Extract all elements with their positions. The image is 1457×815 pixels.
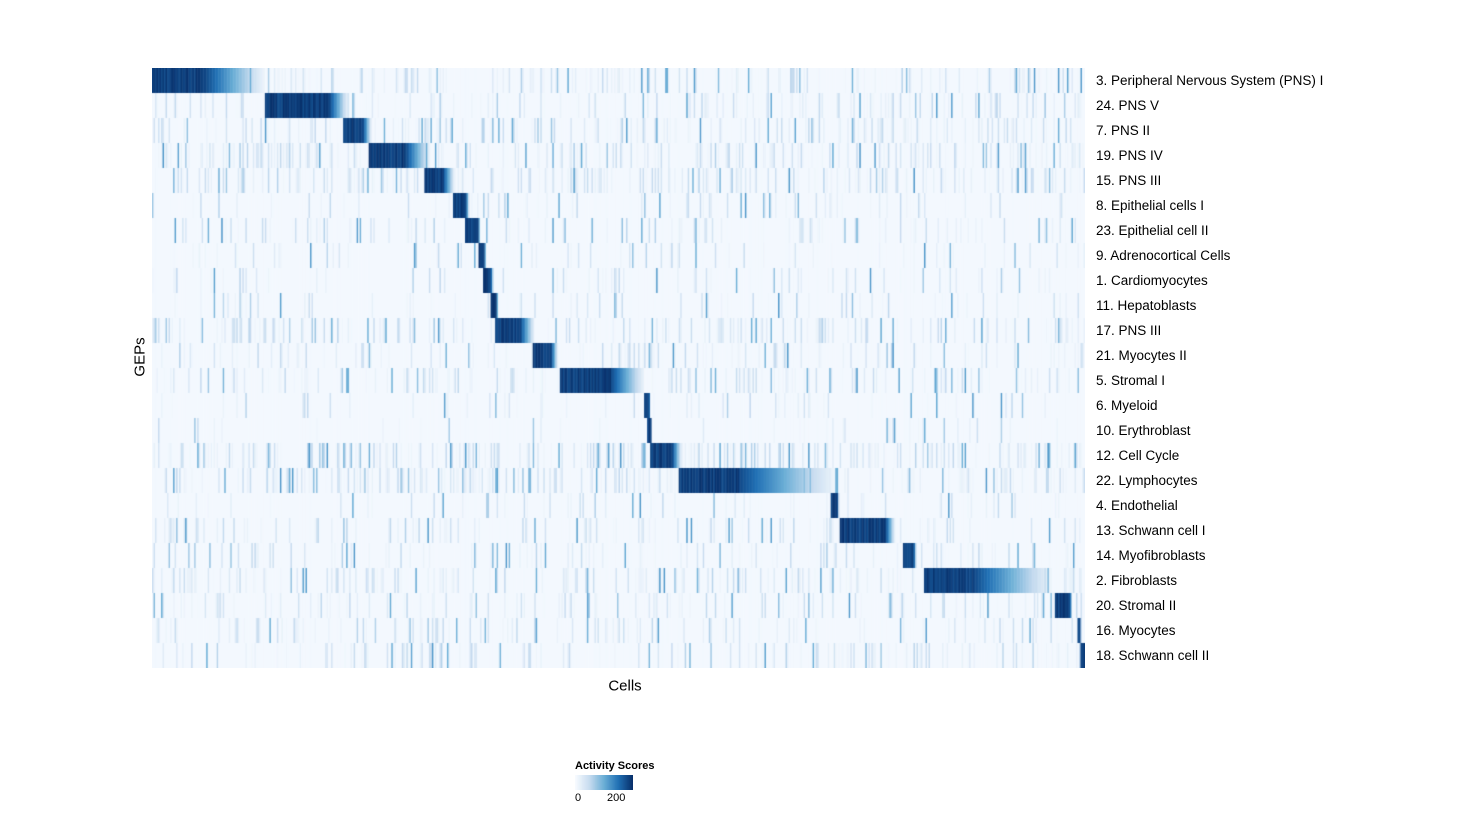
row-label: 5. Stromal I — [1096, 373, 1166, 388]
row-label: 24. PNS V — [1096, 98, 1160, 113]
row-label: 4. Endothelial — [1096, 498, 1178, 513]
row-label: 12. Cell Cycle — [1096, 448, 1180, 463]
row-label: 3. Peripheral Nervous System (PNS) I — [1096, 73, 1324, 88]
row-label: 11. Hepatoblasts — [1096, 298, 1197, 313]
row-label: 1. Cardiomyocytes — [1096, 273, 1208, 288]
row-label: 2. Fibroblasts — [1096, 573, 1178, 588]
row-label: 18. Schwann cell II — [1096, 648, 1210, 663]
row-label: 19. PNS IV — [1096, 148, 1163, 163]
row-label: 20. Stromal II — [1096, 598, 1177, 613]
y-axis-label: GEPs — [131, 337, 149, 377]
colorbar-max-label: 200 — [607, 792, 626, 804]
row-label: 17. PNS III — [1096, 323, 1162, 338]
row-labels: 3. Peripheral Nervous System (PNS) I 24. … — [1096, 68, 1446, 668]
colorbar-min-label: 0 — [575, 792, 582, 804]
row-label: 21. Myocytes II — [1096, 348, 1187, 363]
row-label: 16. Myocytes — [1096, 623, 1176, 638]
colorbar-legend: Activity Scores 0 200 — [575, 760, 695, 806]
heatmap-canvas — [152, 68, 1085, 668]
row-label: 8. Epithelial cells I — [1096, 198, 1205, 213]
row-label: 14. Myofibroblasts — [1096, 548, 1206, 563]
row-label: 9. Adrenocortical Cells — [1096, 248, 1231, 263]
colorbar-ticks: 0 200 — [575, 792, 633, 806]
colorbar-title: Activity Scores — [575, 760, 655, 772]
row-label: 13. Schwann cell I — [1096, 523, 1206, 538]
row-label: 6. Myeloid — [1096, 398, 1158, 413]
row-label: 7. PNS II — [1096, 123, 1151, 138]
row-label: 10. Erythroblast — [1096, 423, 1191, 438]
row-label: 15. PNS III — [1096, 173, 1162, 188]
row-label: 23. Epithelial cell II — [1096, 223, 1209, 238]
colorbar-gradient — [575, 775, 633, 790]
row-label: 22. Lymphocytes — [1096, 473, 1198, 488]
x-axis-label: Cells — [608, 677, 642, 695]
